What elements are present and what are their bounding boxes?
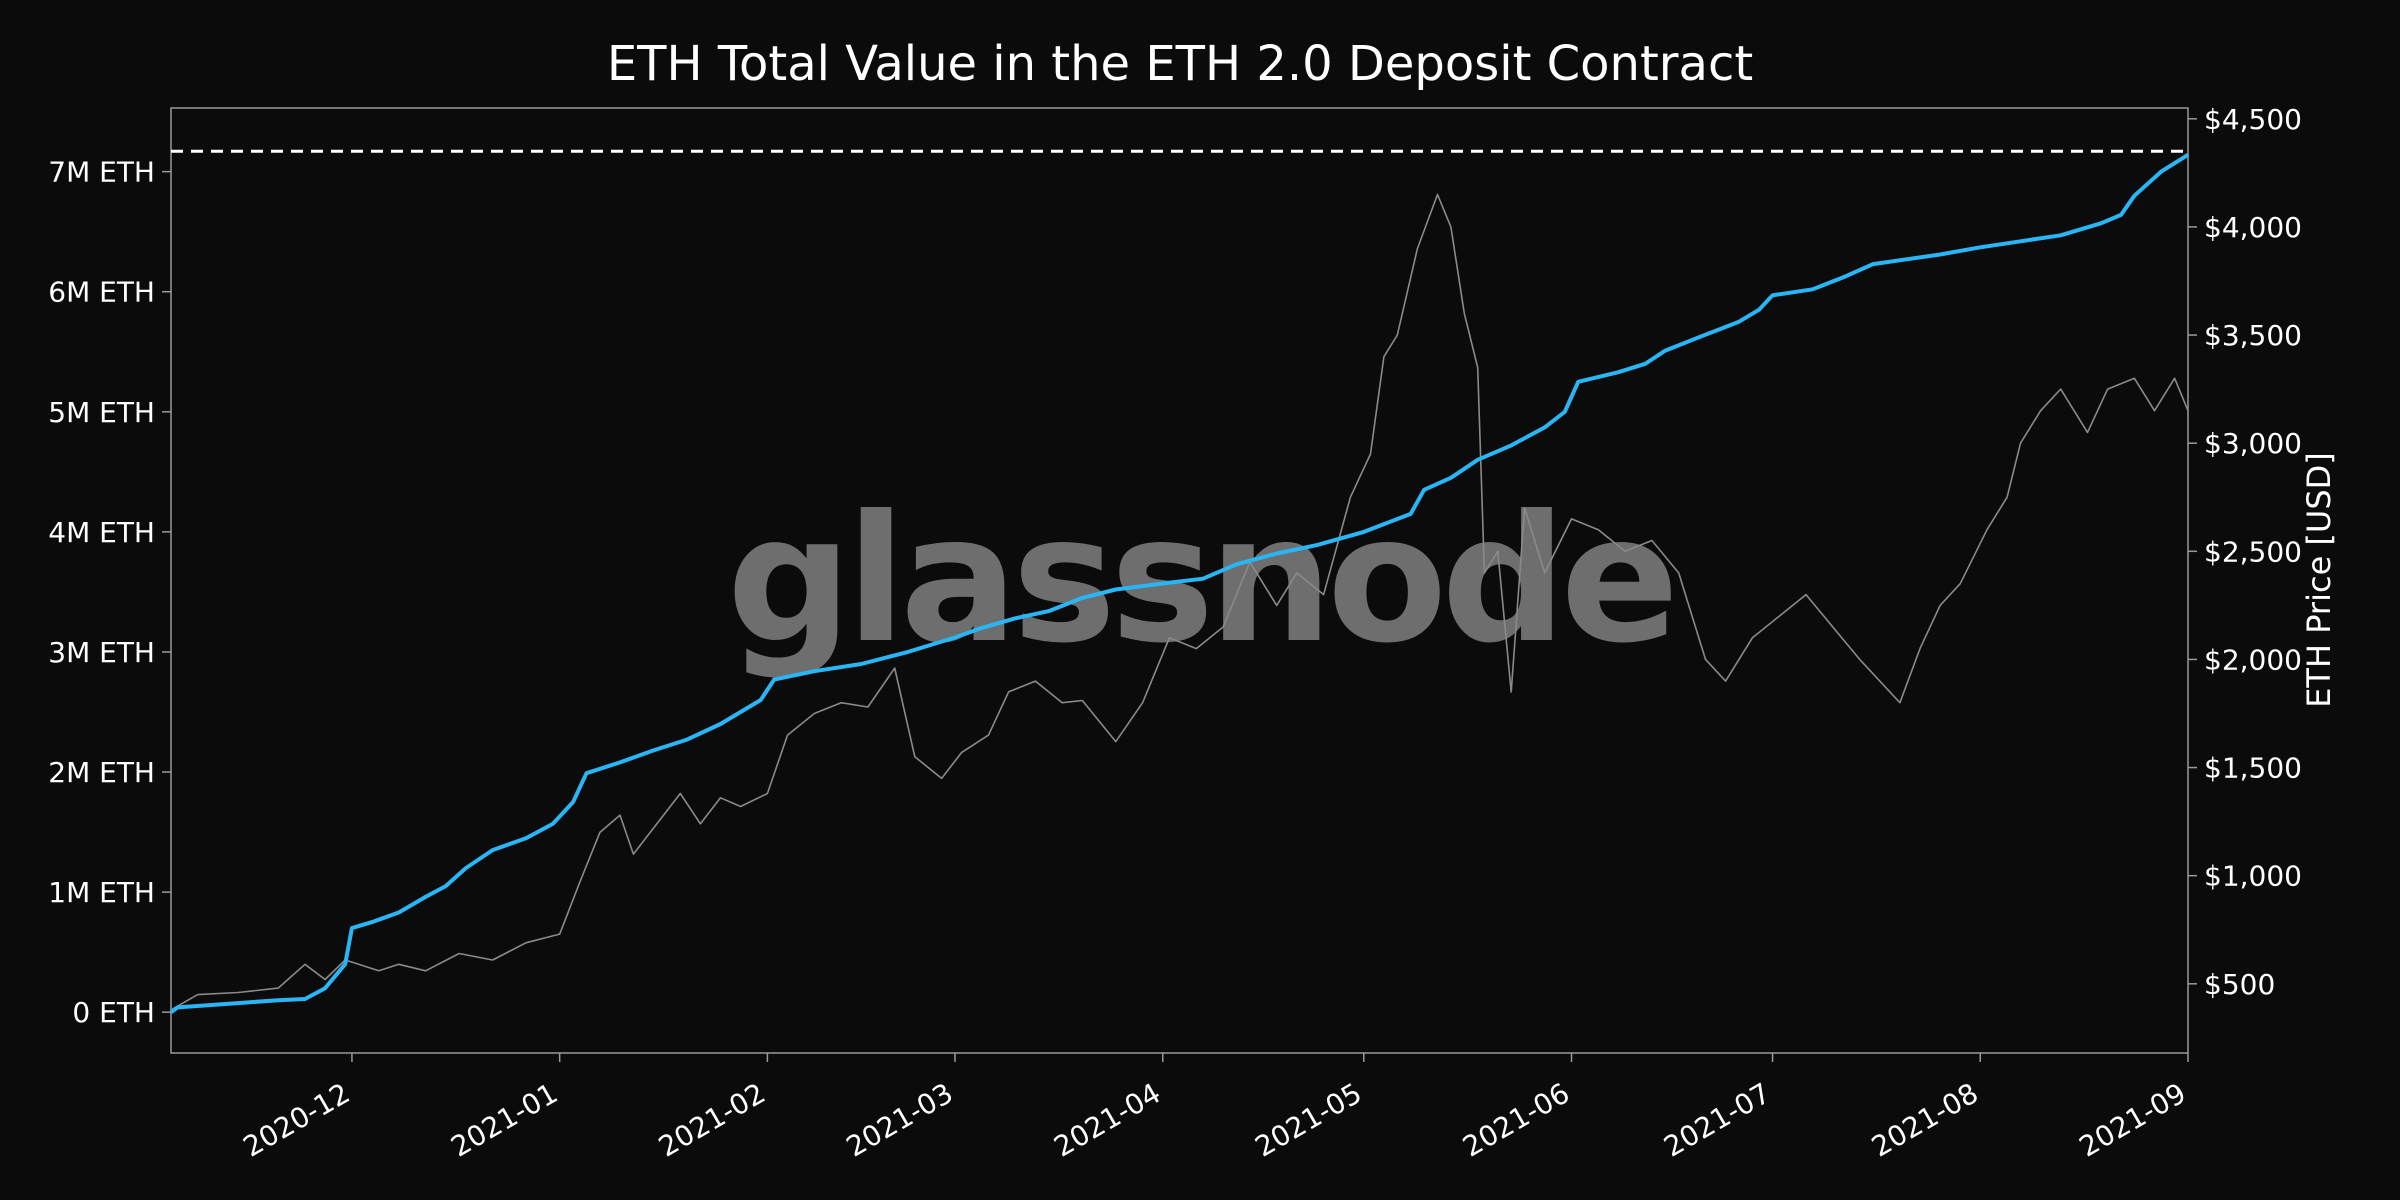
plot-frame xyxy=(170,107,2189,1054)
y-left-tick-label: 4M ETH xyxy=(48,516,155,549)
y-right-tick-label: $2,000 xyxy=(2204,643,2302,676)
y-left-tick-label: 3M ETH xyxy=(48,636,155,669)
y-right-tick-label: $4,000 xyxy=(2204,211,2302,244)
y-right-tick-label: $4,500 xyxy=(2204,103,2302,136)
y-right-tick-label: $500 xyxy=(2204,968,2275,1001)
y-right-ticks: $500 $1,000 $1,500 $2,000 $2,500 $3,000 $3,500… xyxy=(2188,103,2302,1001)
y-left-tick-label: 0 ETH xyxy=(72,996,155,1029)
y-left-tick-label: 7M ETH xyxy=(48,156,155,189)
y-right-axis-label: ETH Price [USD] xyxy=(2300,452,2338,708)
y-left-ticks: 0 ETH 1M ETH 2M ETH 3M ETH 4M ETH 5M ETH 6M ET… xyxy=(48,156,171,1029)
y-right-tick-label: $3,000 xyxy=(2204,427,2302,460)
series-layer xyxy=(169,153,2190,1014)
deposit-total-series-line xyxy=(169,153,2190,1014)
y-right-tick-label: $1,000 xyxy=(2204,860,2302,893)
y-right-tick-label: $3,500 xyxy=(2204,319,2302,352)
y-left-tick-label: 1M ETH xyxy=(48,876,155,909)
chart-title: ETH Total Value in the ETH 2.0 Deposit C… xyxy=(607,36,1753,92)
y-left-tick-label: 2M ETH xyxy=(48,756,155,789)
y-right-tick-label: $2,500 xyxy=(2204,535,2302,568)
eth-price-series-line xyxy=(170,193,2189,1011)
y-left-tick-label: 5M ETH xyxy=(48,396,155,429)
y-right-tick-label: $1,500 xyxy=(2204,752,2302,785)
y-left-tick-label: 6M ETH xyxy=(48,276,155,309)
